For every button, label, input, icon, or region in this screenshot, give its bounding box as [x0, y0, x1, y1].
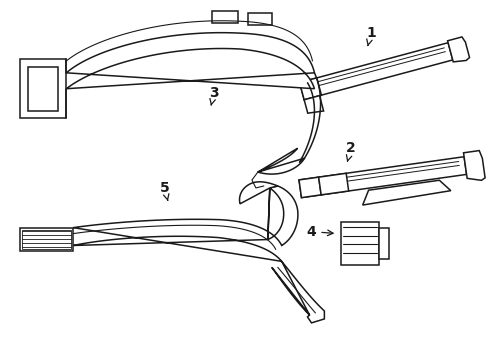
Polygon shape: [318, 173, 348, 195]
Polygon shape: [378, 228, 388, 260]
Polygon shape: [304, 96, 323, 113]
Polygon shape: [341, 222, 378, 265]
Polygon shape: [362, 180, 450, 205]
Polygon shape: [212, 11, 238, 23]
Polygon shape: [239, 182, 277, 204]
Text: 4: 4: [306, 225, 332, 239]
Text: 2: 2: [346, 141, 355, 161]
Polygon shape: [299, 43, 452, 100]
Polygon shape: [298, 177, 321, 198]
Polygon shape: [20, 228, 73, 251]
Polygon shape: [463, 150, 484, 180]
Polygon shape: [73, 186, 297, 261]
Polygon shape: [447, 37, 468, 62]
Polygon shape: [247, 13, 271, 25]
Polygon shape: [298, 157, 466, 198]
Polygon shape: [257, 148, 304, 174]
Polygon shape: [66, 33, 314, 89]
Polygon shape: [20, 59, 66, 118]
Text: 3: 3: [209, 86, 219, 105]
Text: 1: 1: [366, 26, 375, 46]
Polygon shape: [299, 78, 321, 100]
Text: 5: 5: [160, 181, 169, 201]
Polygon shape: [271, 261, 324, 323]
